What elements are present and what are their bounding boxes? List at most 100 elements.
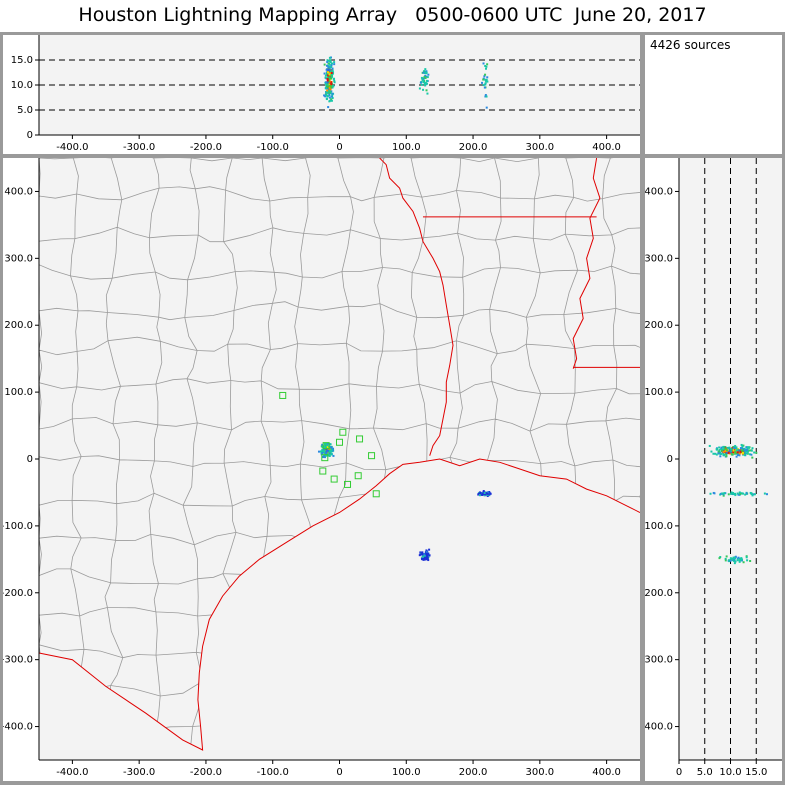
altitude-ew-source-0 xyxy=(327,78,330,81)
ns-altitude-source-0 xyxy=(735,452,738,455)
plan-source-1 xyxy=(488,491,491,493)
ns-altitude-source-1 xyxy=(732,493,735,496)
plan-source-0 xyxy=(321,448,324,451)
county-boundaries xyxy=(39,158,640,750)
plan-source-0 xyxy=(326,449,329,452)
ns-altitude-source-0 xyxy=(718,446,721,449)
plan-source-1 xyxy=(482,490,485,493)
altitude-ew-source-2 xyxy=(486,63,489,66)
altitude-ew-source-0 xyxy=(330,83,333,86)
altitude-ew-source-2 xyxy=(483,75,486,78)
altitude-ew-source-0 xyxy=(333,81,336,84)
ns-altitude-source-0 xyxy=(731,446,734,449)
ns-altitude-source-0 xyxy=(740,443,743,446)
ns-altitude-source-2 xyxy=(718,557,721,560)
altitude-ew-source-1 xyxy=(419,81,422,84)
altitude-ew-source-0 xyxy=(328,67,331,70)
ns-altitude-source-2 xyxy=(749,560,752,563)
ns-altitude-ytick-label: -200.0 xyxy=(645,588,673,599)
ns-altitude-source-2 xyxy=(727,559,730,562)
altitude-ew-source-1 xyxy=(426,76,429,79)
altitude-ew-source-0 xyxy=(323,72,326,75)
plan-xtick-label: -300.0 xyxy=(123,767,155,778)
ns-altitude-source-0 xyxy=(738,454,741,457)
altitude-ew-source-0 xyxy=(325,83,328,86)
ns-altitude-source-2 xyxy=(746,559,749,562)
altitude-ew-source-1 xyxy=(423,70,426,73)
altitude-ew-source-0 xyxy=(330,99,333,102)
ns-altitude-source-1 xyxy=(745,492,748,495)
altitude-ew-xtick-label: -300.0 xyxy=(123,142,155,153)
plan-source-0 xyxy=(321,450,324,453)
altitude-ew-source-0 xyxy=(326,79,329,82)
altitude-ew-source-0 xyxy=(328,72,331,75)
ns-altitude-source-0 xyxy=(739,450,742,453)
altitude-ew-source-0 xyxy=(329,87,332,90)
altitude-ew-source-0 xyxy=(325,93,328,96)
altitude-ew-source-0 xyxy=(328,86,331,89)
ns-altitude-source-1 xyxy=(730,491,733,494)
ns-altitude-source-0 xyxy=(736,449,739,452)
plan-ytick-label: -100.0 xyxy=(3,521,33,532)
ns-altitude-source-1 xyxy=(720,492,723,495)
ns-altitude-source-2 xyxy=(734,555,737,558)
altitude-ew-source-2 xyxy=(482,78,485,81)
plan-ytick-label: 100.0 xyxy=(4,387,33,398)
ns-altitude-source-0 xyxy=(715,453,718,456)
ns-altitude-source-0 xyxy=(721,449,724,452)
ns-altitude-source-0 xyxy=(732,451,735,454)
ns-altitude-source-1 xyxy=(753,493,756,496)
ns-altitude-source-1 xyxy=(733,492,736,495)
ns-altitude-source-0 xyxy=(710,450,713,453)
altitude-ew-source-1 xyxy=(427,73,430,76)
lma-station-marker xyxy=(339,428,347,436)
ns-altitude-source-1 xyxy=(722,492,725,495)
plan-source-0 xyxy=(332,454,335,457)
altitude-ew-source-0 xyxy=(325,98,328,101)
altitude-ew-source-0 xyxy=(329,66,332,69)
ns-altitude-source-0 xyxy=(720,446,723,449)
altitude-ew-source-2 xyxy=(485,78,488,81)
lma-station-marker xyxy=(322,442,330,450)
altitude-ew-source-0 xyxy=(325,68,328,71)
ns-altitude-source-2 xyxy=(729,559,732,562)
ns-altitude-source-0 xyxy=(734,444,737,447)
plan-source-0 xyxy=(330,449,333,452)
plan-source-0 xyxy=(328,450,331,453)
ns-altitude-source-2 xyxy=(729,558,732,561)
plan-source-0 xyxy=(320,450,323,453)
ns-altitude-source-0 xyxy=(720,448,723,451)
plan-source-0 xyxy=(323,442,326,445)
ns-altitude-source-1 xyxy=(709,492,712,495)
altitude-ew-source-0 xyxy=(325,81,328,84)
altitude-ew-panel: -400.0 -300.0 -200.0 -100.0 0 100.0 200.0 300.0… xyxy=(11,35,640,153)
altitude-ew-source-0 xyxy=(326,91,329,94)
plan-source-2 xyxy=(428,548,431,551)
plan-view-panel: -400.0 -300.0 -200.0 -100.0 0 100.0 200.0 300.0… xyxy=(3,158,640,778)
altitude-ew-source-0 xyxy=(329,77,332,80)
altitude-ew-source-0 xyxy=(330,86,333,89)
altitude-ew-source-0 xyxy=(330,72,333,75)
plan-source-0 xyxy=(328,454,331,457)
ns-altitude-source-2 xyxy=(740,557,743,560)
plan-source-0 xyxy=(321,446,324,449)
ns-altitude-source-0 xyxy=(722,448,725,451)
altitude-ew-source-1 xyxy=(425,82,428,85)
ns-altitude-source-2 xyxy=(733,558,736,561)
altitude-ew-source-1 xyxy=(423,75,426,78)
lma-station-marker xyxy=(279,391,287,399)
plan-source-1 xyxy=(489,492,492,495)
plan-source-2 xyxy=(427,552,430,555)
ns-altitude-source-2 xyxy=(738,560,741,563)
lma-station-marker xyxy=(336,438,343,446)
ns-altitude-source-0 xyxy=(735,455,738,458)
altitude-ew-xtick-label: -400.0 xyxy=(56,142,88,153)
state-boundary-tx-la xyxy=(379,158,454,456)
ns-altitude-source-2 xyxy=(724,559,727,562)
altitude-ew-source-0 xyxy=(328,56,331,59)
ns-altitude-source-0 xyxy=(732,449,735,452)
altitude-ew-source-2 xyxy=(482,62,485,65)
ns-altitude-source-0 xyxy=(718,449,721,452)
ns-altitude-source-0 xyxy=(722,452,725,455)
altitude-ew-source-1 xyxy=(422,88,425,91)
